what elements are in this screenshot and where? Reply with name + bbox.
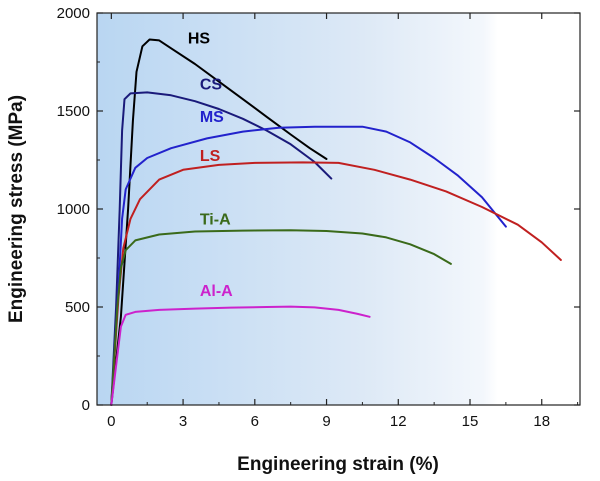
series-line-cs <box>110 91 333 406</box>
y-tick-labels: 0 500 1000 1500 2000 <box>57 5 90 414</box>
series-label-ls: LS <box>200 148 221 165</box>
x-tick-label: 3 <box>179 413 187 430</box>
series-labels: HS CS MS LS Ti-A Al-A <box>188 30 233 300</box>
series-label-al-a: Al-A <box>200 283 233 300</box>
y-tick-label: 2000 <box>57 5 90 22</box>
series-label-ti-a: Ti-A <box>200 212 231 229</box>
x-tick-label: 9 <box>322 413 330 430</box>
y-axis-title: Engineering stress (MPa) <box>6 95 27 323</box>
x-tick-label: 0 <box>107 413 115 430</box>
x-tick-label: 6 <box>251 413 259 430</box>
x-tick-label: 12 <box>390 413 407 430</box>
y-tick-label: 1000 <box>57 201 90 218</box>
y-tick-label: 500 <box>65 299 90 316</box>
x-tick-labels: 0 3 6 9 12 15 18 <box>107 413 550 430</box>
x-axis-title: Engineering strain (%) <box>237 454 439 475</box>
series-line-ls <box>110 161 562 406</box>
x-tick-label: 15 <box>462 413 479 430</box>
series-label-ms: MS <box>200 109 224 126</box>
series-line-al-a <box>110 305 371 406</box>
y-tick-label: 0 <box>82 397 90 414</box>
series-line-hs <box>110 38 328 406</box>
plot-background <box>97 13 580 405</box>
series-line-ti-a <box>110 229 452 406</box>
x-tick-label: 18 <box>533 413 550 430</box>
series-line-ms <box>110 125 507 406</box>
series-layer <box>110 38 562 406</box>
y-tick-label: 1500 <box>57 103 90 120</box>
series-label-cs: CS <box>200 76 223 93</box>
plot-frame <box>96 12 581 406</box>
series-label-hs: HS <box>188 30 211 47</box>
